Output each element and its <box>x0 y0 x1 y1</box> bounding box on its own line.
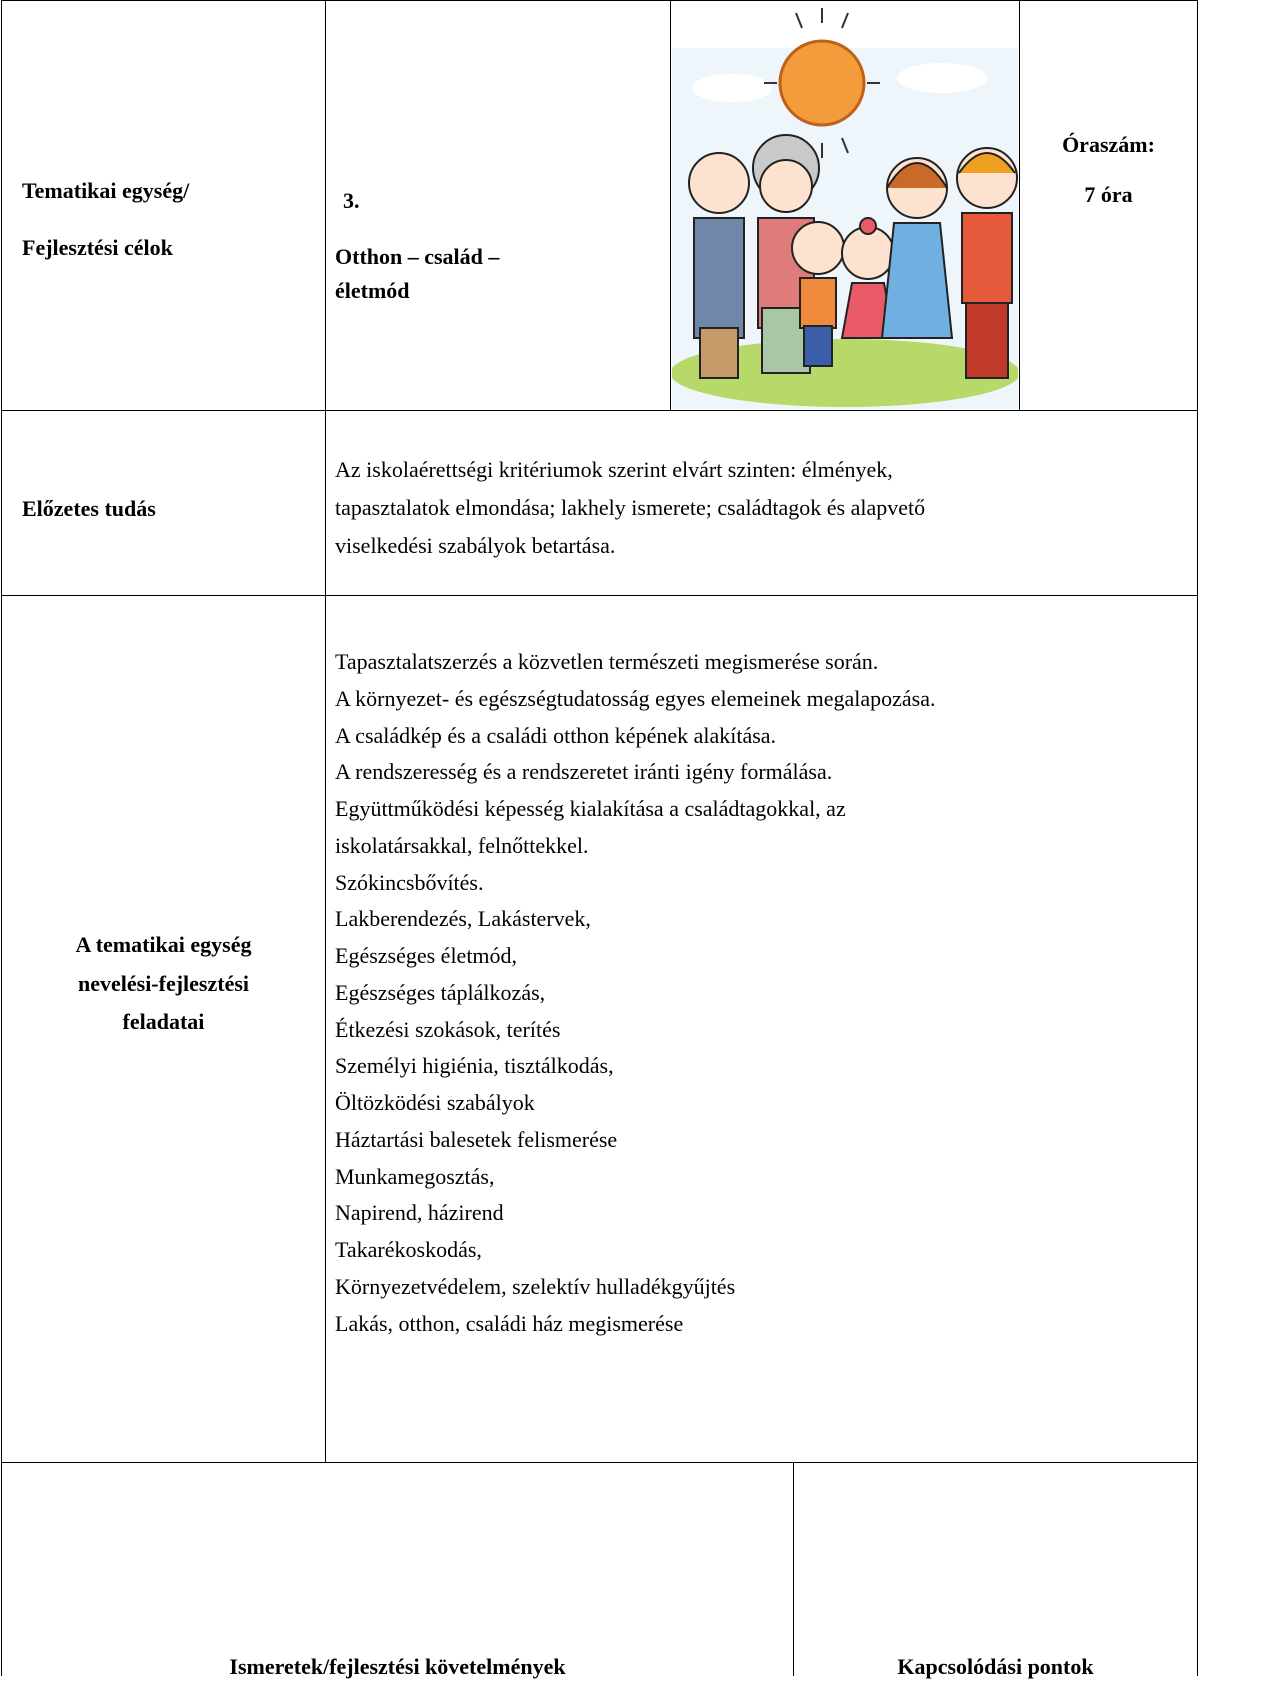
text-line: Szókincsbővítés. <box>335 869 484 895</box>
text-line: feladatai <box>122 1009 205 1034</box>
border <box>1197 0 1198 1676</box>
border <box>1 1462 1198 1463</box>
text-line: Háztartási balesetek felismerése <box>335 1126 618 1152</box>
text-line: A tematikai egység <box>75 932 252 957</box>
text-line: Egészséges életmód, <box>335 943 518 968</box>
text-line: Környezetvédelem, szelektív hulladékgyűj… <box>335 1273 736 1299</box>
text-line: Öltözködési szabályok <box>335 1090 535 1115</box>
text-line: Napirend, házirend <box>335 1200 504 1226</box>
text-line: Lakberendezés, Lakástervek, <box>335 906 591 932</box>
prior-knowledge-label: Előzetes tudás <box>22 496 156 521</box>
unit-title: Otthon – család – életmód <box>335 240 499 308</box>
text-line: Fejlesztési célok <box>22 235 173 260</box>
border <box>793 1462 794 1676</box>
text-line: Lakás, otthon, családi ház megismerése <box>335 1310 684 1336</box>
text-line: iskolatársakkal, felnőttekkel. <box>335 832 589 858</box>
tasks-label: A tematikai egység nevelési-fejlesztési fe… <box>2 926 325 1042</box>
text-line: Takarékoskodás, <box>335 1237 482 1262</box>
text-line: viselkedési szabályok betartása. <box>335 533 616 558</box>
footer-left: Ismeretek/fejlesztési követelmények <box>229 1654 566 1679</box>
text-line: Együttműködési képesség kialakítása a cs… <box>335 796 846 821</box>
prior-knowledge-text: Az iskolaérettségi kritériumok szerint e… <box>335 451 925 565</box>
text-line: Tematikai egység/ <box>22 178 190 203</box>
text-line: életmód <box>335 278 410 303</box>
text-line: nevelési-fejlesztési <box>77 970 250 996</box>
text-line: 7 óra <box>1084 182 1133 207</box>
border <box>1019 0 1020 410</box>
border <box>1 0 1198 1</box>
footer-right: Kapcsolódási pontok <box>897 1654 1094 1679</box>
unit-number: 3. <box>343 188 360 213</box>
border <box>325 0 326 1462</box>
tasks-text: Tapasztalatszerzés a közvetlen természet… <box>335 644 935 1342</box>
border <box>1 595 1198 596</box>
text-line: Munkamegosztás, <box>335 1163 495 1189</box>
text-line: Étkezési szokások, terítés <box>335 1016 561 1042</box>
text-line: A rendszeresség és a rendszeretet iránti… <box>335 759 833 785</box>
unit-label: Tematikai egység/Fejlesztési célok <box>22 162 189 276</box>
text-line: Az iskolaérettségi kritériumok szerint e… <box>335 457 893 482</box>
text-line: Tapasztalatszerzés a közvetlen természet… <box>335 649 879 674</box>
text-line: Óraszám: <box>1062 132 1155 157</box>
unit-hours: Óraszám: 7 óra <box>1020 120 1197 220</box>
text-line: Otthon – család – <box>335 244 500 269</box>
family-illustration <box>672 8 1018 409</box>
text-line: Személyi higiénia, tisztálkodás, <box>335 1053 614 1079</box>
text-line: A családkép és a családi otthon képének … <box>335 722 777 748</box>
border <box>1 0 2 1676</box>
border <box>1 410 1198 411</box>
border <box>670 0 671 410</box>
text-line: Egészséges táplálkozás, <box>335 979 546 1005</box>
text-line: tapasztalatok elmondása; lakhely ismeret… <box>335 495 926 520</box>
text-line: A környezet- és egészségtudatosság egyes… <box>335 685 936 711</box>
